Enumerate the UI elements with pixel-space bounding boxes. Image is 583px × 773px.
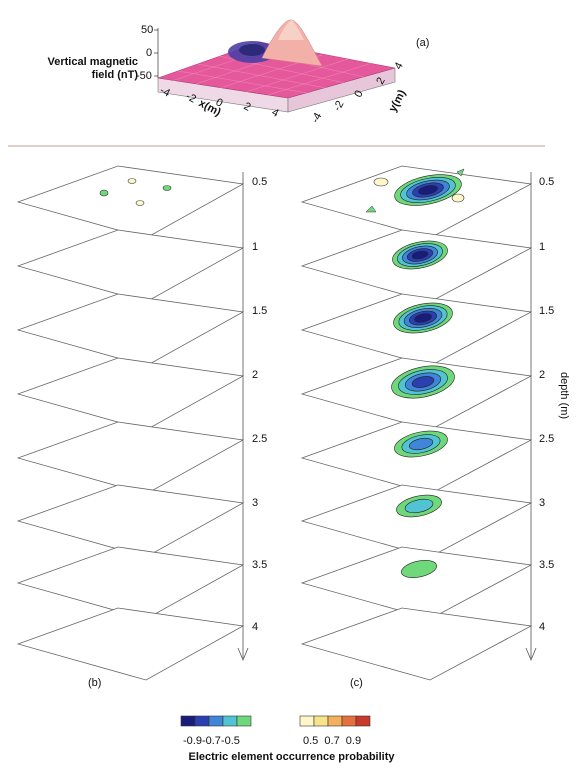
panel-b-plane-3 <box>16 357 245 431</box>
colorbar-positive-labels: 0.5 0.7 0.9 <box>303 735 362 747</box>
panel-b-plane-6 <box>16 546 245 620</box>
z-axis-title-line2: field (nT) <box>91 69 138 81</box>
colorbar <box>180 715 371 727</box>
anomaly-slice-3-level-3 <box>411 376 435 388</box>
panel-a-surface-plot <box>154 19 396 113</box>
positive-anomaly <box>261 19 323 67</box>
z-axis-title: Vertical magnetic field (nT) <box>18 56 139 82</box>
magnetic-field-surface <box>157 41 396 99</box>
z-tick-50: 50 <box>141 24 154 36</box>
panel-c-plane-7 <box>300 607 533 681</box>
panel-b-plane-4 <box>16 421 245 495</box>
depth-tick-c-6: 3.5 <box>539 559 555 571</box>
depth-tick-c-1: 1 <box>539 241 546 253</box>
z-tick-neg50: -50 <box>136 70 152 82</box>
panel-b-plane-5 <box>16 484 245 558</box>
depth-tick-b-3: 2 <box>252 369 259 381</box>
colorbar-neg-swatch-4 <box>236 715 252 727</box>
depth-axis-title: depth (m) <box>558 372 570 420</box>
colorbar-pos-swatch-0 <box>299 715 315 727</box>
depth-tick-c-2: 1.5 <box>539 305 555 317</box>
colorbar-title: Electric element occurrence probability <box>188 751 395 763</box>
z-axis-title-line1: Vertical magnetic <box>47 56 139 68</box>
colorbar-neg-swatch-3 <box>222 715 238 727</box>
depth-tick-c-7: 4 <box>539 621 546 633</box>
anomaly-slice-5-level-1 <box>404 498 434 514</box>
depth-axis-b <box>237 172 249 662</box>
panel-b-label: (b) <box>88 677 102 689</box>
panel-b-plane-2 <box>16 293 245 367</box>
edge-anomaly <box>365 205 377 213</box>
depth-tick-c-0: 0.5 <box>539 176 555 188</box>
panel-b-plane-1 <box>16 229 245 303</box>
depth-tick-b-5: 3 <box>252 497 259 509</box>
depth-tick-c-3: 2 <box>539 369 546 381</box>
depth-tick-c-4: 2.5 <box>539 433 555 445</box>
anomaly-slice-1-level-4 <box>411 250 429 260</box>
colorbar-pos-swatch-4 <box>355 715 371 727</box>
panel-b-depth-slices <box>16 165 245 681</box>
edge-anomaly-right <box>456 168 465 177</box>
depth-axis-c <box>525 172 537 662</box>
depth-tick-c-5: 3 <box>539 497 546 509</box>
positive-anomaly-top-left <box>373 177 389 187</box>
depth-tick-b-4: 2.5 <box>252 433 268 445</box>
panel-b-plane-7 <box>16 607 245 681</box>
depth-tick-b-0: 0.5 <box>252 176 268 188</box>
positive-anomaly-top-right <box>451 193 465 203</box>
panel-a-label: (a) <box>416 37 430 49</box>
anomaly-slice-0-level-4 <box>418 185 438 195</box>
panel-b-anomalies <box>99 178 172 206</box>
panel-b-plane-0 <box>16 165 245 239</box>
colorbar-neg-swatch-0 <box>180 715 196 727</box>
panel-c-plane-5 <box>300 484 533 558</box>
depth-tick-b-1: 1 <box>252 241 259 253</box>
panel-c-label: (c) <box>350 677 363 689</box>
colorbar-pos-swatch-2 <box>327 715 343 727</box>
anomaly-slice-2-level-4 <box>414 313 432 323</box>
colorbar-negative-labels: -0.9-0.7-0.5 <box>183 735 240 747</box>
colorbar-pos-swatch-1 <box>313 715 329 727</box>
panel-c-anomalies <box>365 168 465 578</box>
colorbar-neg-swatch-2 <box>208 715 224 727</box>
z-tick-0: 0 <box>146 47 153 59</box>
depth-tick-b-7: 4 <box>252 621 259 633</box>
depth-tick-b-2: 1.5 <box>252 305 268 317</box>
depth-tick-b-6: 3.5 <box>252 559 268 571</box>
anomaly-slice-4-level-2 <box>408 437 434 451</box>
colorbar-neg-swatch-1 <box>194 715 210 727</box>
anomaly-slice-6-level-0 <box>401 560 437 578</box>
colorbar-pos-swatch-3 <box>341 715 357 727</box>
panel-c-plane-6 <box>300 546 533 620</box>
